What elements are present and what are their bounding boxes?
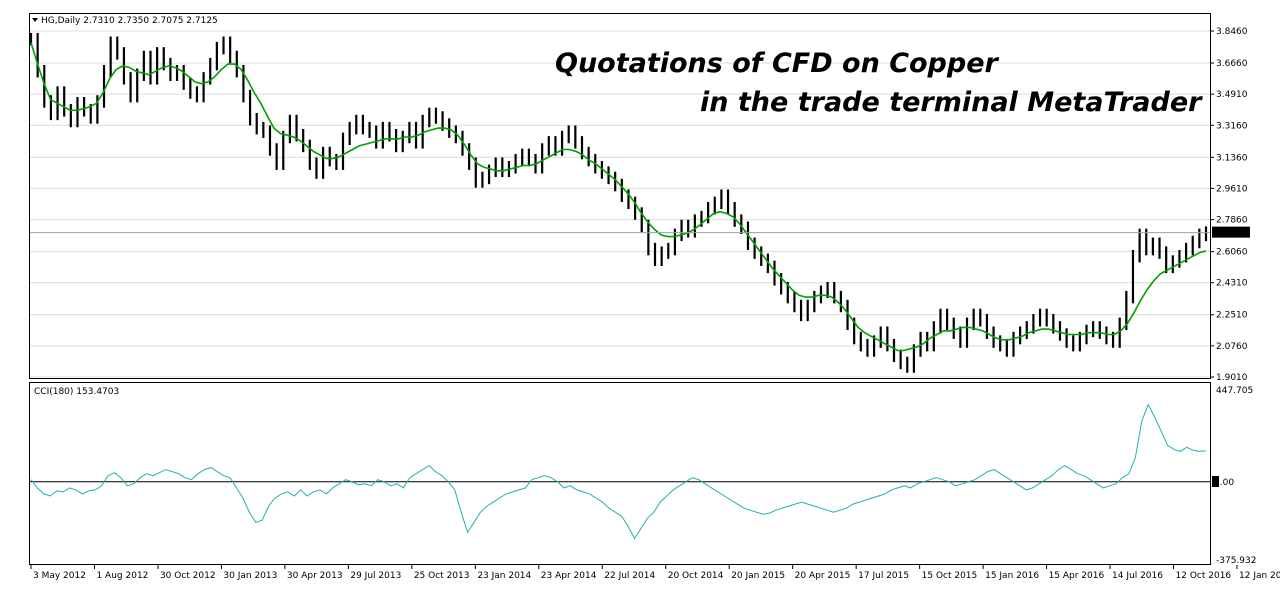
x-axis: 3 May 2012 1 Aug 2012 30 Oct 2012 30 Jan 20…: [30, 565, 1280, 581]
price-panel-frame: [29, 13, 1211, 379]
x-tick-label: 23 Apr 2014: [541, 571, 597, 581]
symbol-info: HG,Daily 2.7310 2.7350 2.7075 2.7125: [41, 16, 218, 26]
grid: [30, 30, 1210, 378]
x-tick-label: 20 Jan 2015: [731, 571, 785, 581]
cci-y-tick-label: -375.932: [1216, 556, 1256, 566]
x-tick-label: 17 Jul 2015: [858, 571, 909, 581]
cci-zero-text: 0.00: [1214, 478, 1234, 488]
x-tick-label: 23 Jan 2014: [477, 571, 531, 581]
x-tick-label: 20 Apr 2015: [795, 571, 851, 581]
x-tick-label: 30 Apr 2013: [287, 571, 343, 581]
x-tick-label: 1 Aug 2012: [96, 571, 148, 581]
y-tick-label: 2.7860: [1216, 216, 1248, 226]
cci-zero-label: 0.00: [1212, 476, 1234, 488]
x-tick-label: 15 Jan 2016: [985, 571, 1039, 581]
y-tick-label: 3.6660: [1216, 59, 1248, 69]
cci-y-axis: 447.705 -375.932: [1216, 386, 1256, 566]
x-tick-label: 15 Apr 2016: [1049, 571, 1105, 581]
y-tick-label: 2.6060: [1216, 248, 1248, 258]
y-tick-label: 2.2510: [1216, 311, 1248, 321]
x-tick-label: 30 Jan 2013: [223, 571, 277, 581]
indicator-panel-frame: [29, 382, 1211, 565]
x-tick-label: 29 Jul 2013: [350, 571, 401, 581]
x-tick-label: 12 Jan 2017: [1239, 571, 1280, 581]
indicator-info: CCI(180) 153.4703: [34, 387, 119, 397]
y-tick-label: 2.0760: [1216, 342, 1248, 352]
y-tick-label: 3.4910: [1216, 90, 1248, 100]
cci-y-tick-label: 447.705: [1216, 386, 1253, 396]
x-tick-label: 30 Oct 2012: [160, 571, 216, 581]
x-tick-label: 14 Jul 2016: [1112, 571, 1163, 581]
current-price-label: 2.7125: [1212, 226, 1250, 239]
y-tick-label: 2.4310: [1216, 279, 1248, 289]
x-tick-label: 25 Oct 2013: [414, 571, 470, 581]
price-y-axis: 3.8460 3.6660 3.4910 3.3160 3.1360 2.9610 2.78…: [1210, 27, 1248, 383]
x-tick-label: 15 Oct 2015: [922, 571, 978, 581]
y-tick-label: 2.9610: [1216, 184, 1248, 194]
current-price-text: 2.7125: [1214, 229, 1246, 239]
y-tick-label: 3.8460: [1216, 27, 1248, 37]
x-tick-label: 22 Jul 2014: [604, 571, 655, 581]
moving-average-line: [30, 42, 1207, 352]
y-tick-label: 1.9010: [1216, 373, 1248, 383]
y-tick-label: 3.1360: [1216, 153, 1248, 163]
x-tick-label: 12 Oct 2016: [1176, 571, 1232, 581]
triangle-down-icon[interactable]: [32, 18, 38, 22]
x-tick-label: 20 Oct 2014: [668, 571, 724, 581]
annotation-line-2: in the trade terminal MetaTrader: [700, 87, 1203, 118]
y-tick-label: 3.3160: [1216, 121, 1248, 131]
x-tick-label: 3 May 2012: [33, 571, 86, 581]
annotation-line-1: Quotations of CFD on Copper: [555, 48, 1000, 79]
price-series: [29, 32, 1208, 373]
cci-line: [30, 403, 1207, 540]
